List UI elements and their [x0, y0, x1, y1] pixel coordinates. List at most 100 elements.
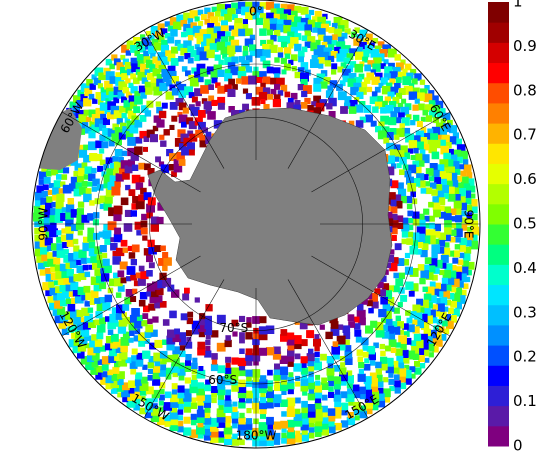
- data-cell: [354, 27, 360, 33]
- data-cell: [290, 54, 298, 62]
- data-cell: [457, 259, 464, 266]
- data-cell: [400, 294, 408, 302]
- data-cell: [113, 233, 123, 243]
- data-cell: [431, 151, 440, 160]
- data-cell: [375, 125, 382, 133]
- data-cell: [157, 416, 166, 426]
- data-cell: [179, 345, 186, 351]
- data-cell: [225, 362, 231, 368]
- data-cell: [325, 20, 331, 26]
- data-cell: [196, 386, 205, 396]
- data-cell: [57, 167, 64, 174]
- data-cell: [339, 80, 346, 87]
- data-cell: [211, 353, 218, 360]
- data-cell: [406, 203, 413, 210]
- data-cell: [300, 17, 309, 26]
- data-cell: [393, 272, 399, 279]
- data-cell: [235, 8, 242, 14]
- data-cell: [313, 412, 323, 422]
- data-cell: [34, 241, 42, 249]
- data-cell: [416, 226, 426, 236]
- data-cell: [398, 88, 406, 95]
- data-cell: [102, 302, 111, 311]
- data-cell: [104, 265, 112, 273]
- data-cell: [90, 290, 99, 299]
- data-cell: [113, 161, 123, 171]
- data-cell: [395, 128, 405, 138]
- data-cell: [238, 401, 246, 409]
- data-cell: [148, 303, 156, 311]
- data-cell: [377, 281, 384, 289]
- data-cell: [273, 368, 280, 375]
- data-cell: [231, 411, 239, 419]
- data-cell: [184, 287, 190, 294]
- data-cell: [340, 402, 349, 411]
- data-cell: [217, 69, 225, 77]
- data-cell: [210, 71, 218, 79]
- data-cell: [231, 56, 239, 64]
- data-cell: [184, 388, 191, 396]
- data-cell: [290, 26, 298, 34]
- data-cell: [107, 128, 116, 137]
- colorbar-swatch: [488, 284, 509, 306]
- data-cell: [277, 35, 284, 42]
- data-cell: [218, 436, 224, 443]
- data-cell: [176, 14, 185, 23]
- data-cell: [115, 313, 123, 320]
- data-cell: [98, 72, 106, 81]
- colorbar-swatch: [488, 365, 509, 386]
- data-cell: [113, 212, 122, 222]
- colorbar-swatch: [488, 224, 509, 245]
- data-cell: [145, 324, 154, 333]
- data-cell: [85, 361, 94, 371]
- data-cell: [440, 108, 446, 114]
- data-cell: [340, 106, 348, 114]
- data-cell: [287, 382, 295, 390]
- data-cell: [405, 281, 414, 290]
- data-cell: [390, 180, 399, 189]
- data-cell: [273, 384, 280, 391]
- meridian-line: [287, 279, 369, 419]
- data-cell: [165, 367, 173, 375]
- data-cell: [388, 339, 397, 348]
- data-cell: [115, 339, 124, 348]
- data-cell: [399, 123, 405, 129]
- data-cell: [287, 354, 295, 362]
- data-cell: [116, 384, 124, 392]
- data-cell: [72, 105, 80, 114]
- data-cell: [82, 242, 92, 252]
- data-cell: [406, 324, 415, 333]
- data-cell: [89, 340, 97, 348]
- data-cell: [203, 433, 211, 441]
- data-cell: [416, 233, 426, 243]
- data-cell: [100, 87, 107, 94]
- data-cell: [58, 321, 66, 329]
- data-cell: [356, 34, 364, 42]
- data-cell: [147, 375, 154, 381]
- data-cell: [389, 263, 398, 272]
- data-cell: [196, 392, 205, 401]
- data-cell: [464, 276, 471, 283]
- meridian-line: [61, 255, 201, 337]
- data-cell: [352, 384, 360, 392]
- data-cell: [441, 134, 450, 143]
- data-cell: [294, 100, 301, 106]
- data-cell: [110, 341, 118, 349]
- data-cell: [122, 396, 129, 403]
- data-cell: [466, 178, 475, 186]
- data-cell: [153, 365, 161, 373]
- data-cell: [136, 54, 144, 62]
- data-cell: [104, 238, 112, 245]
- data-cell: [187, 57, 194, 64]
- data-cell: [97, 359, 104, 365]
- data-cell: [308, 9, 315, 16]
- data-cell: [99, 102, 109, 111]
- data-cell: [110, 243, 118, 251]
- data-cell: [425, 187, 433, 195]
- data-cell: [401, 117, 410, 126]
- data-cell: [77, 201, 85, 208]
- data-cell: [320, 70, 328, 77]
- data-cell: [353, 316, 360, 323]
- data-cell: [423, 144, 430, 151]
- data-cell: [258, 331, 268, 341]
